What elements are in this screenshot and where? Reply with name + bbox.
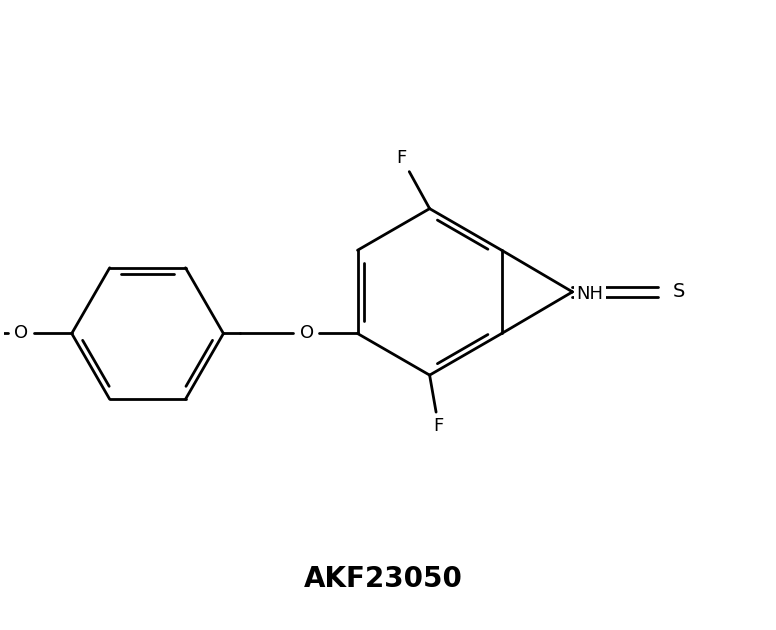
Text: O: O [300,324,314,343]
Text: F: F [434,417,444,435]
Text: O: O [14,324,28,343]
Text: AKF23050: AKF23050 [304,564,462,593]
Text: F: F [397,149,407,167]
Text: NH: NH [577,281,604,299]
Text: NH: NH [577,285,604,303]
Text: S: S [672,282,684,301]
